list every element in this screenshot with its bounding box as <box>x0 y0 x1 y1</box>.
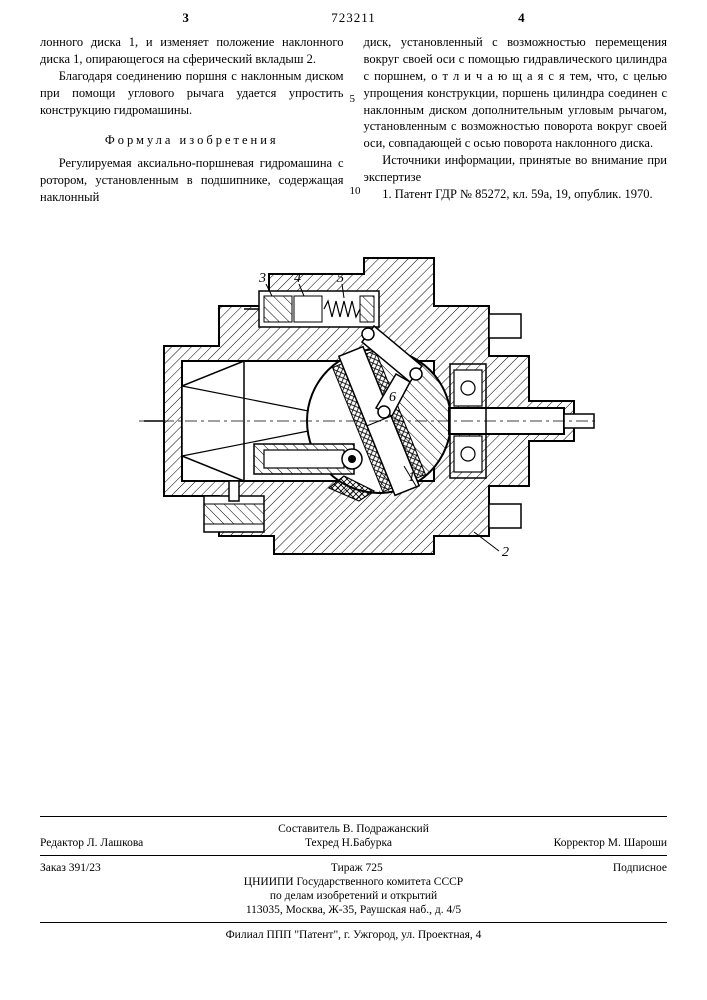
fig-label-2: 2 <box>502 545 509 560</box>
source-1: 1. Патент ГДР № 85272, кл. 59а, 19, опуб… <box>364 186 668 203</box>
formula-heading: Формула изобретения <box>40 132 344 149</box>
divider <box>40 922 667 923</box>
fig-label-4: 4 <box>294 271 301 286</box>
editor: Редактор Л. Лашкова <box>40 837 143 849</box>
org-line-1: ЦНИИПИ Государственного комитета СССР <box>40 876 667 888</box>
fig-label-6: 6 <box>389 390 396 405</box>
page: 3 723211 4 лонного диска 1, и изменяет п… <box>0 0 707 1000</box>
left-column: лонного диска 1, и изменяет положение на… <box>40 34 344 206</box>
order-row: Заказ 391/23 Тираж 725 Подписное <box>40 862 667 874</box>
page-number-right: 4 <box>376 10 667 26</box>
imprint-block: Составитель В. Подражанский Редактор Л. … <box>40 816 667 941</box>
staff-row: Редактор Л. Лашкова Техред Н.Бабурка Кор… <box>40 837 667 849</box>
branch-line: Филиал ППП "Патент", г. Ужгород, ул. Про… <box>40 929 667 941</box>
right-p1: диск, установленный с возможностью перем… <box>364 34 668 152</box>
subscription: Подписное <box>613 862 667 874</box>
fig-label-5: 5 <box>337 271 344 286</box>
compiler-label: Составитель <box>278 823 340 835</box>
line-number-5: 5 <box>350 92 356 107</box>
fig-label-1: 1 <box>408 470 415 485</box>
patent-number: 723211 <box>331 10 376 26</box>
page-number-left: 3 <box>40 10 331 26</box>
order-number: Заказ 391/23 <box>40 862 101 874</box>
left-p1: лонного диска 1, и изменяет положение на… <box>40 34 344 68</box>
compiler-line: Составитель В. Подражанский <box>40 823 667 835</box>
figure: 3 4 5 6 1 2 <box>40 236 667 576</box>
text-columns: лонного диска 1, и изменяет положение на… <box>40 34 667 206</box>
compiler-name: В. Подражанский <box>343 823 429 835</box>
right-column: 5 10 диск, установленный с возможностью … <box>364 34 668 206</box>
techred: Техред Н.Бабурка <box>305 837 392 849</box>
divider <box>40 816 667 817</box>
corrector: Корректор М. Шароши <box>554 837 667 849</box>
sources-heading: Источники информации, принятые во вниман… <box>364 152 668 186</box>
line-number-10: 10 <box>350 184 361 199</box>
address-line: 113035, Москва, Ж-35, Раушская наб., д. … <box>40 904 667 916</box>
tirage: Тираж 725 <box>331 862 383 874</box>
fig-label-3: 3 <box>258 271 266 286</box>
left-p2: Благодаря соединению поршня с наклонным … <box>40 68 344 119</box>
org-line-2: по делам изобретений и открытий <box>40 890 667 902</box>
divider <box>40 855 667 856</box>
left-p3: Регулируемая аксиально-поршневая гидрома… <box>40 155 344 206</box>
technical-drawing: 3 4 5 6 1 2 <box>104 236 604 576</box>
header-row: 3 723211 4 <box>40 10 667 26</box>
